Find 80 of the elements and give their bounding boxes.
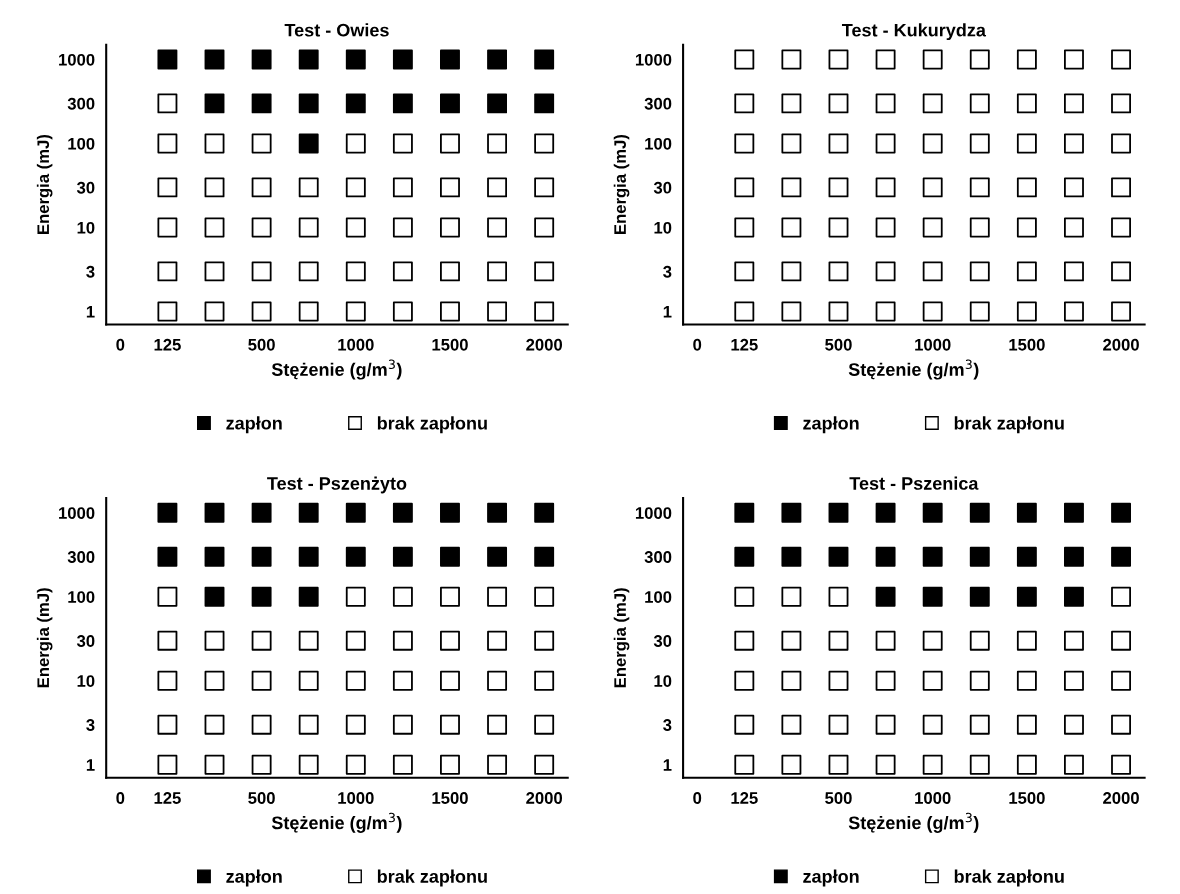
y-tick-label: 3 <box>86 265 95 278</box>
y-tick-label: 1000 <box>59 507 95 519</box>
y-tick-label: 30 <box>653 181 672 194</box>
y-tick-label: 30 <box>76 181 95 194</box>
point <box>828 133 849 154</box>
chart-title: Test - Pszenżyto <box>267 476 407 494</box>
y-tick-label: 300 <box>644 551 672 563</box>
x-tick-label: 0 <box>693 338 702 351</box>
x-tick-label: 500 <box>825 792 852 804</box>
y-axis-title: Energia (mJ) <box>613 588 630 688</box>
y-tick-label: 300 <box>67 97 95 110</box>
x-tick-label: 0 <box>116 338 125 351</box>
x-tick-label: 1000 <box>915 338 951 351</box>
chart-title: Test - Pszenica <box>849 476 979 490</box>
x-axis-title: Stężenie (g/m$^{3}$) <box>271 812 402 833</box>
point <box>204 133 225 154</box>
x-tick-label: 1000 <box>338 792 374 804</box>
y-tick-label: 1000 <box>635 53 672 66</box>
legend-label: brak zapłonu <box>377 416 487 434</box>
x-tick-label: 125 <box>154 792 181 804</box>
legend-label: zapłon <box>803 869 859 887</box>
y-tick-label: 10 <box>77 675 95 687</box>
y-tick-label: 10 <box>77 221 95 234</box>
y-tick-label: 3 <box>663 719 672 731</box>
chart-title: Test - Kukurydza <box>841 23 987 41</box>
legend-label: brak zapłonu <box>954 416 1064 434</box>
y-tick-label: 1 <box>663 306 672 318</box>
x-tick-label: 1500 <box>432 338 468 351</box>
point <box>828 301 849 322</box>
x-tick-label: 500 <box>825 338 852 351</box>
x-tick-label: 1000 <box>915 792 951 804</box>
x-tick-label: 1000 <box>338 338 374 351</box>
y-tick-label: 3 <box>86 719 95 731</box>
x-tick-label: 1500 <box>1009 338 1045 351</box>
point <box>204 49 225 70</box>
chart-title: Test - Owies <box>284 23 389 37</box>
x-tick-label: 125 <box>731 792 758 804</box>
y-tick-label: 1 <box>663 759 672 771</box>
y-tick-label: 1000 <box>635 507 672 519</box>
y-axis-title: Energia (mJ) <box>613 134 630 234</box>
point <box>828 217 849 238</box>
point <box>204 217 225 238</box>
x-tick-label: 2000 <box>1103 338 1139 351</box>
y-tick-label: 1000 <box>59 53 95 66</box>
y-tick-label: 10 <box>654 221 672 234</box>
y-tick-label: 30 <box>653 635 672 647</box>
point <box>828 49 849 70</box>
x-tick-label: 0 <box>693 792 702 804</box>
x-tick-label: 2000 <box>526 792 563 804</box>
y-tick-label: 300 <box>67 551 95 563</box>
y-tick-label: 100 <box>68 137 95 150</box>
x-tick-label: 125 <box>154 338 181 351</box>
y-tick-label: 100 <box>645 591 672 603</box>
y-axis-title: Energia (mJ) <box>36 588 53 688</box>
x-axis-title: Stężenie (g/m$^{3}$) <box>848 359 979 380</box>
x-tick-label: 125 <box>731 338 758 351</box>
x-axis-title: Stężenie (g/m$^{3}$) <box>848 812 979 833</box>
x-axis-title: Stężenie (g/m$^{3}$) <box>271 359 402 380</box>
y-axis-title: Energia (mJ) <box>36 134 53 234</box>
x-tick-label: 0 <box>116 792 125 804</box>
y-tick-label: 100 <box>645 137 672 150</box>
legend-label: zapłon <box>803 416 859 434</box>
y-tick-label: 1 <box>86 306 95 318</box>
y-tick-label: 10 <box>654 675 672 687</box>
y-tick-label: 1 <box>86 759 95 771</box>
y-tick-label: 300 <box>644 97 672 110</box>
legend-label: brak zapłonu <box>954 869 1064 887</box>
x-tick-label: 1500 <box>1009 792 1045 804</box>
y-tick-label: 100 <box>68 591 95 603</box>
legend-label: brak zapłonu <box>377 869 487 887</box>
legend-label: zapłon <box>226 869 282 887</box>
point <box>204 301 225 322</box>
x-tick-label: 1500 <box>432 792 468 804</box>
legend-label: zapłon <box>226 416 282 434</box>
y-tick-label: 30 <box>76 635 95 647</box>
x-tick-label: 500 <box>248 792 275 804</box>
y-tick-label: 3 <box>663 265 672 278</box>
x-tick-label: 500 <box>248 338 275 351</box>
x-tick-label: 2000 <box>1103 792 1139 804</box>
x-tick-label: 2000 <box>526 338 563 351</box>
